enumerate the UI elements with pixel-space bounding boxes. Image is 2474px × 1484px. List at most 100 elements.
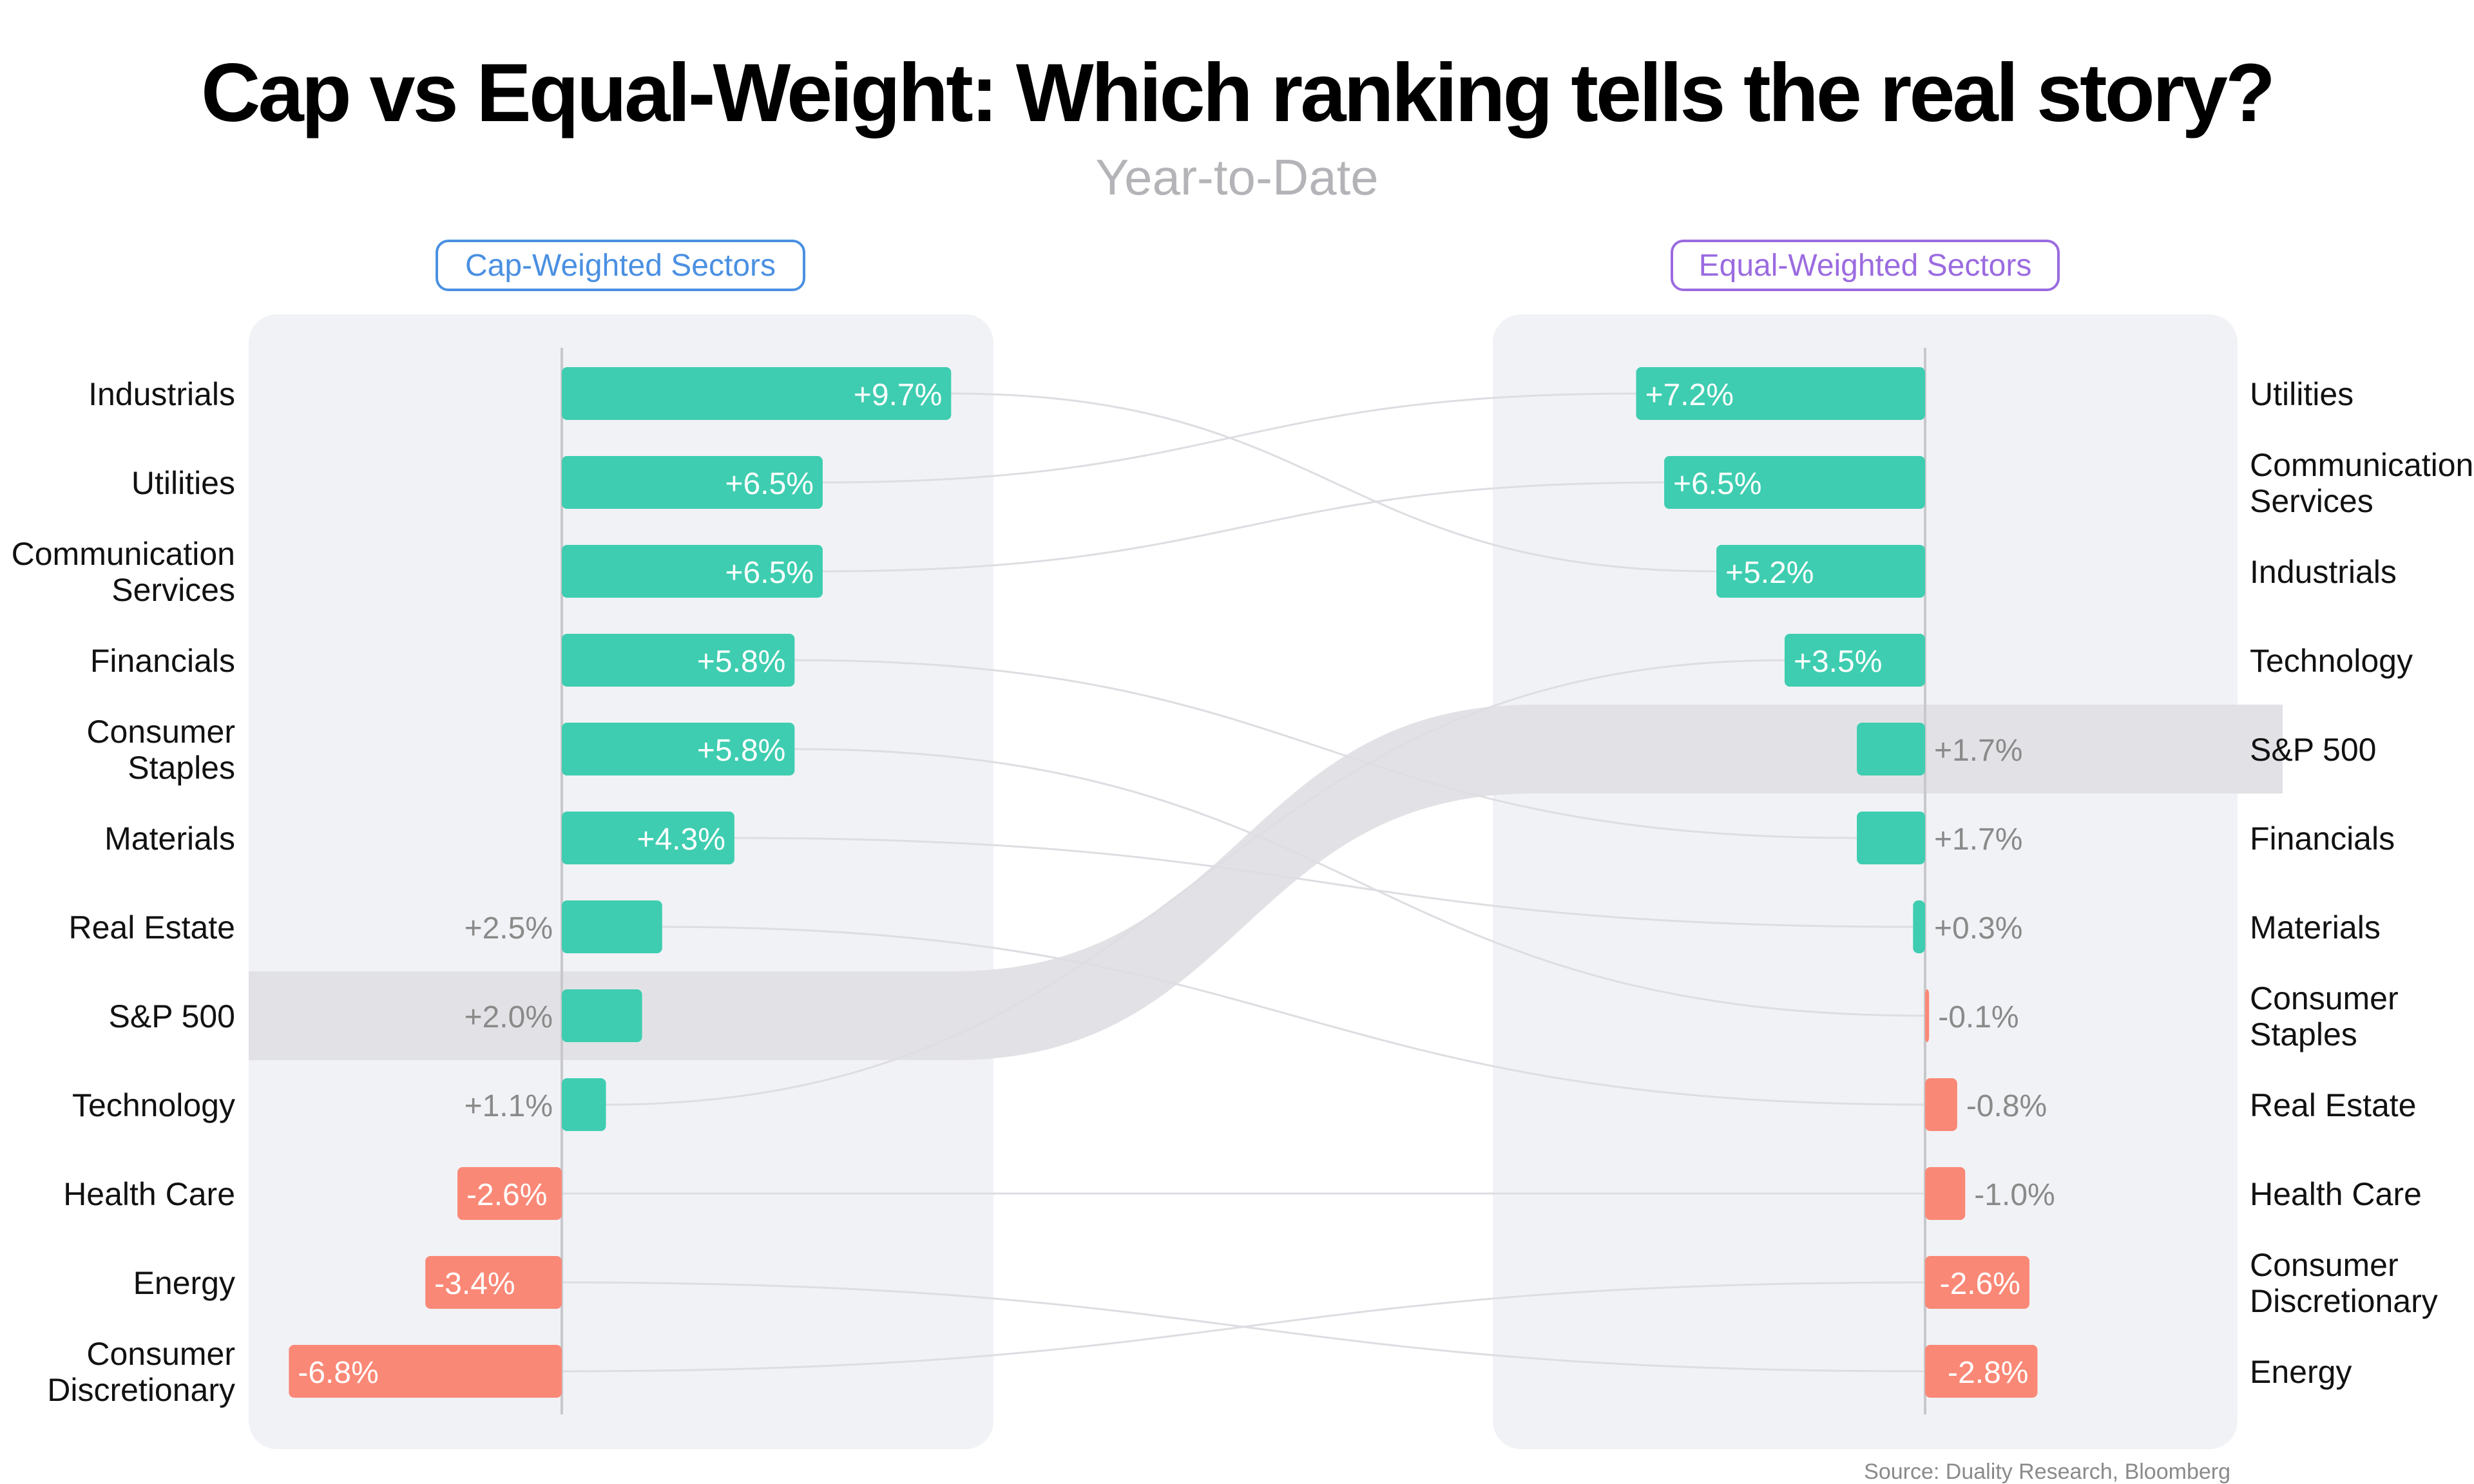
connector-consumer-discretionary (561, 1281, 1926, 1373)
connector-communication-services (822, 481, 1665, 573)
connector-layer (561, 392, 1926, 1373)
cap-bar-energy (425, 1256, 562, 1309)
equal-category-label-health-care: Health Care (2250, 1176, 2422, 1212)
cap-value-label-utilities: +6.5% (725, 467, 814, 501)
equal-category-label-technology: Technology (2250, 643, 2413, 679)
connector-technology (606, 659, 1785, 1106)
bar-layer (289, 348, 2038, 1414)
equal-value-label-communication-services: +6.5% (1673, 467, 1761, 501)
equal-value-label-utilities: +7.2% (1645, 378, 1733, 412)
cap-category-label-s-p-500: S&P 500 (109, 998, 235, 1034)
cap-category-label-technology: Technology (72, 1087, 235, 1123)
equal-bar-s-p-500 (1857, 723, 1925, 775)
cap-value-label-energy: -3.4% (434, 1267, 515, 1301)
equal-category-label-communication-services-line2: Services (2250, 483, 2373, 519)
equal-value-label-energy: -2.8% (1948, 1356, 2028, 1390)
cap-value-label-materials: +4.3% (637, 823, 725, 857)
equal-bar-materials (1913, 900, 1925, 953)
connector-real-estate (662, 926, 1926, 1106)
cap-category-label-energy: Energy (133, 1265, 235, 1301)
cap-category-label-consumer-discretionary-line2: Discretionary (47, 1372, 235, 1408)
equal-value-label-real-estate: -0.8% (1966, 1089, 2047, 1123)
cap-value-label-health-care: -2.6% (466, 1178, 547, 1212)
equal-bar-industrials (1716, 545, 1925, 598)
equal-value-label-materials: +0.3% (1934, 911, 2022, 946)
connector-materials (734, 837, 1913, 928)
cap-bar-consumer-staples (562, 723, 795, 775)
equal-category-label-s-p-500: S&P 500 (2250, 732, 2376, 768)
cap-panel-background (249, 314, 993, 1449)
equal-bar-consumer-staples (1925, 989, 1930, 1042)
equal-category-label-financials: Financials (2250, 821, 2395, 857)
cap-category-label-utilities: Utilities (131, 465, 235, 501)
equal-value-label-health-care: -1.0% (1974, 1178, 2055, 1212)
cap-bar-materials (562, 812, 734, 864)
cap-bar-communication-services (562, 545, 823, 598)
equal-category-label-utilities: Utilities (2250, 376, 2354, 412)
equal-category-label-energy: Energy (2250, 1354, 2352, 1390)
cap-category-label-communication-services-line2: Services (111, 572, 235, 608)
cap-bar-financials (562, 634, 795, 687)
equal-bar-communication-services (1664, 456, 1925, 509)
equal-bar-health-care (1925, 1167, 1966, 1220)
cap-category-label-health-care: Health Care (63, 1176, 235, 1212)
cap-bar-industrials (562, 367, 952, 420)
cap-value-label-real-estate: +2.5% (465, 911, 553, 946)
equal-category-label-consumer-discretionary-line2: Discretionary (2250, 1283, 2438, 1319)
equal-category-label-consumer-staples-line1: Consumer (2250, 980, 2399, 1016)
equal-bar-utilities (1636, 367, 1925, 420)
cap-value-label-s-p-500: +2.0% (465, 1000, 553, 1034)
connector-financials (794, 659, 1857, 839)
equal-bar-technology (1784, 634, 1925, 687)
cap-category-label-consumer-staples-line1: Consumer (86, 714, 235, 750)
cap-category-label-industrials: Industrials (88, 376, 235, 412)
equal-value-label-industrials: +5.2% (1725, 556, 1814, 590)
equal-value-label-consumer-discretionary: -2.6% (1940, 1267, 2020, 1301)
cap-panel-title-pill (436, 240, 805, 291)
equal-value-label-financials: +1.7% (1934, 823, 2022, 857)
equal-category-label-consumer-discretionary-line1: Consumer (2250, 1247, 2399, 1283)
cap-bar-s-p-500 (562, 989, 642, 1042)
equal-bar-financials (1857, 812, 1925, 864)
connector-industrials (951, 392, 1717, 573)
cap-value-label-consumer-discretionary: -6.8% (298, 1356, 378, 1390)
panel-backgrounds (249, 314, 2238, 1449)
highlight-band-layer (249, 705, 2283, 1060)
connector-utilities (822, 392, 1636, 484)
cap-panel-title-label: Cap-Weighted Sectors (465, 249, 776, 283)
equal-bar-energy (1925, 1345, 2038, 1398)
source-note: Source: Duality Research, Bloomberg (1864, 1460, 2230, 1484)
cap-value-label-consumer-staples: +5.8% (697, 734, 785, 768)
cap-category-label-consumer-staples-line2: Staples (128, 750, 235, 786)
chart-subtitle: Year-to-Date (1095, 149, 1378, 205)
equal-category-label-real-estate: Real Estate (2250, 1087, 2416, 1123)
cap-bar-real-estate (562, 900, 662, 953)
equal-category-label-industrials: Industrials (2250, 554, 2397, 590)
cap-bar-health-care (457, 1167, 562, 1220)
equal-value-label-s-p-500: +1.7% (1934, 734, 2022, 768)
equal-value-label-technology: +3.5% (1794, 645, 1882, 679)
cap-bar-consumer-discretionary (289, 1345, 562, 1398)
equal-panel-background (1493, 314, 2238, 1449)
equal-category-label-consumer-staples-line2: Staples (2250, 1016, 2357, 1052)
cap-category-label-consumer-discretionary-line1: Consumer (86, 1336, 235, 1372)
cap-category-label-real-estate: Real Estate (69, 909, 235, 946)
equal-bar-real-estate (1925, 1078, 1957, 1131)
cap-bar-technology (562, 1078, 606, 1131)
equal-value-label-consumer-staples: -0.1% (1938, 1000, 2019, 1034)
equal-bar-consumer-discretionary (1925, 1256, 2029, 1309)
cap-value-label-communication-services: +6.5% (725, 556, 814, 590)
cap-category-label-communication-services-line1: Communication (12, 536, 235, 572)
text-layer: Cap-Weighted Sectors Equal-Weighted Secto… (12, 240, 2473, 1408)
cap-value-label-technology: +1.1% (465, 1089, 553, 1123)
connector-consumer-staples (794, 748, 1926, 1017)
chart-title: Cap vs Equal-Weight: Which ranking tells… (201, 47, 2273, 139)
cap-bar-utilities (562, 456, 823, 509)
cap-category-label-materials: Materials (104, 821, 235, 857)
cap-category-label-financials: Financials (90, 643, 235, 679)
cap-value-label-industrials: +9.7% (854, 378, 942, 412)
equal-category-label-materials: Materials (2250, 909, 2381, 946)
sp500-highlight-band (249, 705, 2283, 1060)
equal-panel-title-pill (1671, 240, 2060, 291)
